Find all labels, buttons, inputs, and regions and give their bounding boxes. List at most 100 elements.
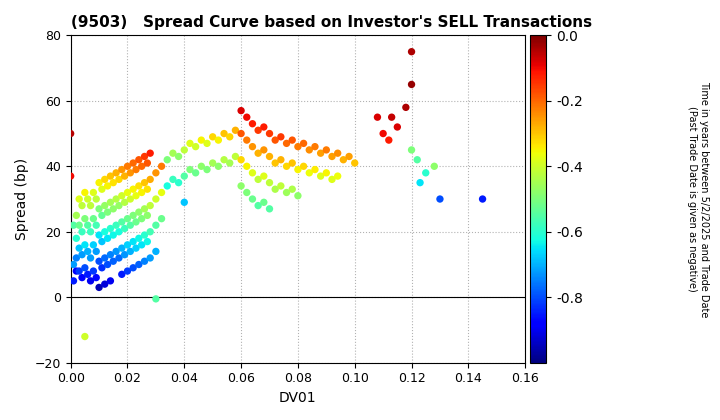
Point	[315, 150, 326, 157]
Point	[167, 150, 179, 157]
Point	[218, 156, 230, 163]
Point	[104, 278, 116, 284]
Point	[99, 255, 110, 261]
Point	[82, 271, 94, 278]
Point	[275, 134, 287, 140]
Point	[139, 258, 150, 265]
Point	[94, 232, 105, 239]
Point	[139, 232, 150, 239]
Point	[139, 179, 150, 186]
Point	[94, 179, 105, 186]
Point	[326, 176, 338, 183]
Point	[130, 245, 142, 252]
Point	[116, 192, 127, 199]
Point	[230, 153, 241, 160]
Point	[309, 166, 320, 173]
Point	[107, 232, 119, 239]
Point	[212, 137, 224, 144]
Point	[400, 104, 412, 111]
Point	[71, 235, 82, 242]
Point	[173, 179, 184, 186]
Point	[122, 241, 133, 248]
Point	[102, 261, 113, 268]
Point	[122, 163, 133, 170]
Point	[434, 196, 446, 202]
Point	[104, 225, 116, 232]
Point	[264, 130, 275, 137]
Point	[73, 196, 85, 202]
Text: (9503)   Spread Curve based on Investor's SELL Transactions: (9503) Spread Curve based on Investor's …	[71, 15, 592, 30]
Point	[85, 228, 96, 235]
Y-axis label: Time in years between 5/2/2025 and Trade Date
(Past Trade Date is given as negat: Time in years between 5/2/2025 and Trade…	[687, 81, 708, 317]
Point	[130, 218, 142, 225]
Point	[116, 218, 127, 225]
Point	[99, 176, 110, 183]
Point	[202, 166, 213, 173]
Point	[133, 235, 145, 242]
Point	[224, 160, 235, 166]
Point	[269, 137, 281, 144]
Point	[406, 81, 418, 88]
Point	[119, 199, 130, 206]
Point	[150, 248, 161, 255]
Point	[145, 202, 156, 209]
Point	[304, 147, 315, 153]
Point	[298, 163, 310, 170]
Point	[136, 215, 148, 222]
Point	[372, 114, 383, 121]
Point	[190, 170, 202, 176]
Point	[73, 245, 85, 252]
Point	[116, 166, 127, 173]
Point	[253, 202, 264, 209]
Point	[122, 189, 133, 196]
Point	[235, 107, 247, 114]
Point	[241, 163, 253, 170]
Point	[264, 205, 275, 212]
Point	[386, 114, 397, 121]
Point	[292, 192, 304, 199]
Point	[119, 173, 130, 179]
Point	[428, 163, 440, 170]
Point	[76, 251, 88, 258]
Point	[68, 278, 79, 284]
Point	[91, 274, 102, 281]
Point	[102, 235, 113, 242]
Point	[287, 186, 298, 192]
Point	[91, 222, 102, 228]
Point	[119, 251, 130, 258]
Point	[79, 333, 91, 340]
Point	[107, 205, 119, 212]
Point	[184, 140, 196, 147]
Point	[414, 179, 426, 186]
Point	[477, 196, 488, 202]
Point	[91, 196, 102, 202]
Point	[411, 156, 423, 163]
Point	[377, 130, 389, 137]
Point	[406, 48, 418, 55]
Point	[96, 265, 108, 271]
Point	[212, 163, 224, 170]
Point	[133, 183, 145, 189]
Point	[107, 179, 119, 186]
Point	[392, 123, 403, 130]
Point	[383, 137, 395, 144]
Point	[161, 156, 173, 163]
Point	[79, 215, 91, 222]
Point	[332, 173, 343, 179]
Point	[88, 241, 99, 248]
Point	[247, 143, 258, 150]
Point	[241, 137, 253, 144]
Point	[292, 166, 304, 173]
Point	[258, 173, 269, 179]
Point	[71, 268, 82, 274]
Point	[326, 153, 338, 160]
Point	[247, 121, 258, 127]
Point	[145, 176, 156, 183]
Point	[264, 153, 275, 160]
Point	[136, 189, 148, 196]
Point	[241, 114, 253, 121]
Point	[142, 212, 153, 219]
Point	[125, 170, 136, 176]
Point	[79, 265, 91, 271]
Point	[65, 130, 76, 137]
